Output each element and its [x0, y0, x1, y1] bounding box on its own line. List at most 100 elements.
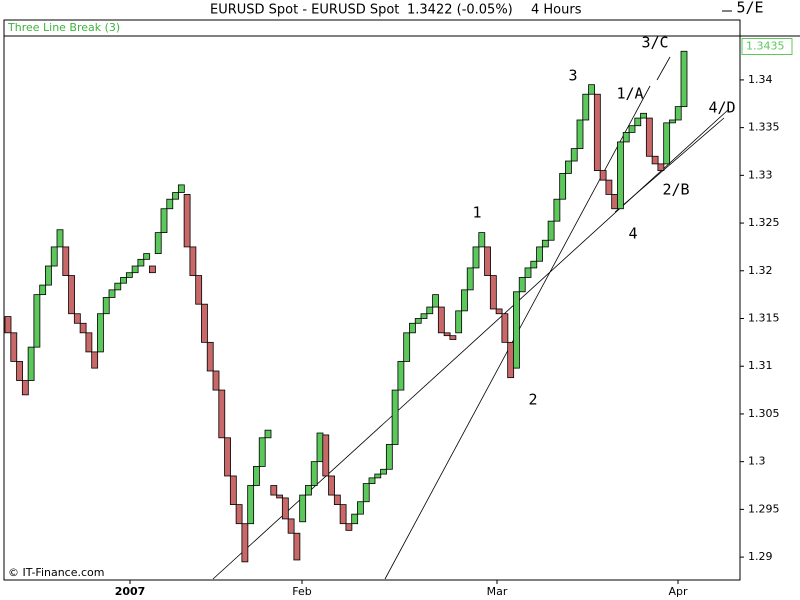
up-brick [588, 84, 595, 95]
up-brick [663, 122, 671, 165]
up-brick [166, 198, 174, 210]
trend-line [614, 117, 725, 213]
down-brick [328, 475, 335, 496]
plot-frame [3, 19, 741, 581]
y-tick-label: 1.32 [748, 264, 773, 277]
y-tick-label: 1.305 [748, 407, 780, 420]
down-brick [270, 485, 278, 496]
up-brick [45, 265, 52, 286]
up-brick [409, 322, 416, 334]
x-tick-label: Apr [668, 585, 688, 598]
up-brick [97, 313, 104, 353]
up-brick [553, 198, 561, 222]
up-brick [617, 141, 624, 210]
y-tick-label: 1.335 [748, 121, 780, 134]
up-brick [143, 253, 151, 260]
down-brick [281, 497, 289, 520]
y-tick-label: 1.315 [748, 311, 780, 324]
wave-label: 5/E [736, 0, 763, 17]
down-brick [657, 163, 665, 171]
up-brick [385, 444, 393, 470]
y-tick-label: 1.295 [748, 502, 780, 515]
up-brick [39, 284, 47, 296]
wave-label: 1 [472, 204, 481, 222]
up-brick [420, 313, 428, 319]
down-brick [229, 475, 237, 506]
down-brick [79, 322, 87, 334]
up-brick [559, 173, 567, 200]
up-brick [547, 220, 555, 241]
up-brick [114, 282, 122, 291]
up-brick [466, 267, 474, 291]
up-brick [137, 258, 145, 267]
down-brick [218, 389, 226, 439]
period: 4 Hours [531, 3, 582, 18]
down-brick [85, 332, 93, 353]
watermark: © IT-Finance.com [8, 566, 105, 579]
down-brick [437, 306, 445, 334]
y-tick-label: 1.325 [748, 216, 780, 229]
down-brick [183, 194, 191, 248]
down-brick [495, 308, 503, 315]
up-brick [426, 306, 434, 315]
up-brick [305, 485, 312, 496]
down-brick [287, 518, 295, 534]
up-brick [634, 117, 642, 127]
up-brick [102, 297, 110, 315]
down-brick [149, 265, 156, 274]
down-brick [333, 494, 341, 506]
down-brick [507, 341, 515, 379]
up-brick [316, 432, 324, 463]
down-brick [599, 170, 607, 181]
down-brick [10, 332, 18, 362]
wave-label: 2/B [662, 181, 689, 199]
up-brick [357, 501, 364, 515]
down-brick [645, 117, 653, 157]
up-brick [414, 318, 422, 324]
down-brick [345, 523, 353, 531]
down-brick [651, 155, 659, 165]
up-brick [56, 229, 64, 248]
up-brick [530, 260, 538, 269]
down-brick [4, 316, 12, 334]
y-tick-label: 1.29 [748, 550, 773, 563]
wave-label: 2 [528, 391, 537, 409]
up-brick [432, 294, 439, 308]
up-brick [258, 437, 266, 467]
down-brick [62, 246, 70, 276]
down-brick [212, 370, 220, 391]
y-tick-label: 1.34 [748, 73, 773, 86]
down-brick [195, 275, 203, 305]
up-brick [403, 332, 411, 362]
up-brick [669, 119, 676, 124]
down-brick [489, 275, 497, 310]
y-tick-label: 1.33 [748, 168, 773, 181]
up-brick [680, 50, 688, 108]
down-brick [593, 93, 601, 171]
up-brick [565, 160, 572, 174]
up-brick [160, 208, 168, 234]
up-brick [247, 485, 255, 525]
down-brick [21, 380, 29, 396]
wave-label: 3/C [641, 34, 668, 52]
last-price-label: 1.3435 [746, 39, 785, 52]
y-tick-label: 1.3 [748, 455, 766, 468]
up-brick [120, 277, 127, 284]
up-brick [50, 246, 58, 267]
up-brick [397, 361, 405, 391]
x-tick-label: 2007 [115, 585, 146, 598]
indicator-label: Three Line Break (3) [7, 21, 120, 34]
up-brick [125, 272, 133, 278]
down-brick [484, 246, 491, 276]
wave-label: 3 [568, 67, 577, 85]
down-brick [16, 361, 23, 381]
down-brick [443, 332, 451, 337]
up-brick [513, 291, 520, 369]
up-brick [351, 513, 359, 525]
up-brick [461, 289, 468, 312]
down-brick [68, 275, 75, 315]
down-brick [206, 341, 214, 372]
down-brick [201, 303, 208, 343]
up-brick [541, 239, 549, 248]
